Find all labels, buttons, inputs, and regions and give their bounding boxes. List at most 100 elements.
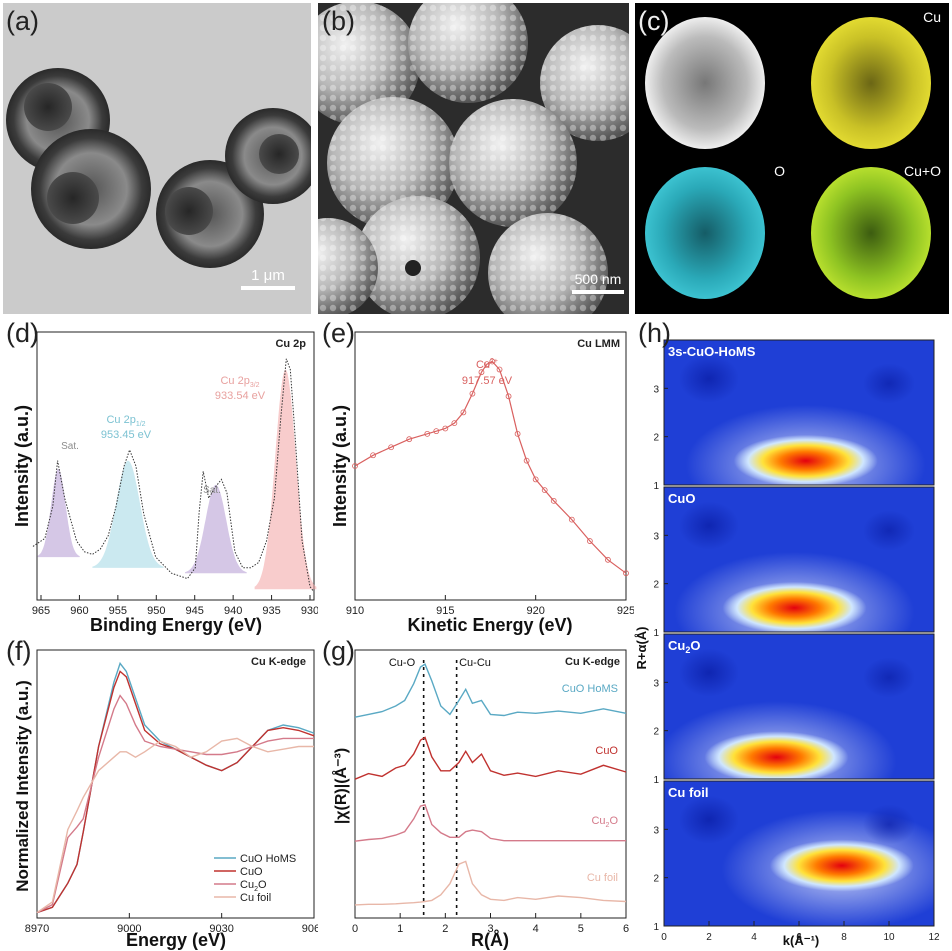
annotation-cu2p12: Cu 2p1/2 <box>106 414 145 428</box>
x-tick-label: 940 <box>224 605 242 617</box>
y-tick-label: 2 <box>653 580 659 591</box>
series-line-cuo <box>354 736 627 780</box>
x-tick-label: 960 <box>70 605 88 617</box>
xanes-series <box>36 661 315 914</box>
data-point <box>352 463 358 469</box>
series-line-cu2o <box>354 804 626 842</box>
data-point <box>550 497 557 504</box>
x-tick-label: 9000 <box>117 923 141 935</box>
map-frame <box>663 633 935 780</box>
data-point <box>568 516 575 523</box>
chart-e: 910 915 920 925 Kinetic Energy (eV) Intensi… <box>330 331 634 635</box>
x-tick-label: 920 <box>526 605 544 617</box>
series-line-cu_foil <box>36 737 314 914</box>
annotation-cu2plus: Cu2+ <box>476 358 498 371</box>
map-low-region <box>679 648 739 697</box>
eds-label-o: O <box>774 163 785 179</box>
map-title: Cu2O <box>668 638 700 655</box>
series-label-cuo: CuO <box>595 745 618 757</box>
scale-bar-label: 500 nm <box>575 271 622 287</box>
y-tick-label: 3 <box>653 531 659 542</box>
map-peak <box>769 839 914 892</box>
data-point <box>489 358 496 365</box>
sem-sphere <box>318 218 378 314</box>
x-tick-label: 2 <box>442 923 448 935</box>
x-tick-label: 965 <box>32 605 50 617</box>
corner-label: Cu K-edge <box>565 656 620 668</box>
data-point <box>514 430 521 437</box>
map-frame <box>663 339 935 486</box>
panel-label-b: (b) <box>322 6 355 36</box>
corner-label: Cu LMM <box>577 338 620 350</box>
eds-panel: Cu O Cu+O <box>635 3 949 314</box>
series-line-cu2o <box>36 694 314 914</box>
y-tick-label: 3 <box>653 678 659 689</box>
x-tick-label: 3 <box>487 923 493 935</box>
annotation-cu-o: Cu-O <box>389 657 416 669</box>
map-low-region <box>863 804 915 845</box>
scale-bar-label: 1 μm <box>251 267 285 284</box>
fit-satellite-2 <box>184 484 247 574</box>
y-tick-label: 2 <box>653 874 659 885</box>
plot-frame <box>36 331 315 601</box>
y-tick-label: 2 <box>653 727 659 738</box>
x-tick-label: 910 <box>346 605 364 617</box>
series-line-cu_foil <box>354 860 627 906</box>
annotation-peak-value: 917.57 eV <box>462 375 513 387</box>
y-tick-label: 3 <box>653 825 659 836</box>
auger-points <box>352 358 629 577</box>
map-peak <box>722 581 867 634</box>
x-ticks: 0 2 4 6 8 10 12 <box>661 921 940 943</box>
map-low-region <box>863 657 915 698</box>
series-line-cuo_homs <box>36 661 315 914</box>
legend-label: Cu foil <box>240 892 271 904</box>
y-tick-label: 1 <box>653 481 659 492</box>
data-point <box>469 390 476 397</box>
series-line-cuo_homs <box>354 663 627 718</box>
x-tick-label: 1 <box>397 923 403 935</box>
map-low-region <box>863 363 915 404</box>
fit-cu2p12 <box>92 460 164 568</box>
panel-label-e: (e) <box>322 318 355 348</box>
eds-map-se <box>645 17 765 149</box>
plot-frame <box>36 649 315 919</box>
data-point <box>532 476 539 483</box>
data-point <box>478 369 485 376</box>
plot-frame <box>354 331 627 601</box>
scale-bar <box>572 290 624 294</box>
x-tick-label: 9060 <box>302 923 318 935</box>
sem-sphere <box>488 213 608 314</box>
x-tick-label: 915 <box>436 605 454 617</box>
map-low-region <box>679 501 739 550</box>
y-axis-title: |χ(R)|(Å⁻³) <box>331 748 350 824</box>
map-title: CuO <box>668 491 695 506</box>
tem-image: 1 μm <box>3 3 311 314</box>
annotation-cu2p32: Cu 2p3/2 <box>220 375 259 389</box>
x-tick-label: 930 <box>301 605 318 617</box>
x-axis-title: Binding Energy (eV) <box>90 615 262 635</box>
map-low-region <box>679 795 739 844</box>
eds-label-cu: Cu <box>923 9 941 25</box>
sem-sphere <box>449 99 577 227</box>
x-tick-label: 0 <box>352 923 358 935</box>
x-axis-title: Kinetic Energy (eV) <box>407 615 572 635</box>
x-tick-label: 12 <box>928 932 940 943</box>
y-tick-label: 2 <box>653 433 659 444</box>
y-axis-title: Intensity (a.u.) <box>330 405 350 527</box>
annotation-cu2p12-value: 953.45 eV <box>101 429 152 441</box>
data-point <box>623 570 629 577</box>
y-axis-title: Intensity (a.u.) <box>12 405 32 527</box>
annotation-sat-1: Sat. <box>61 441 79 452</box>
panel-label-c: (c) <box>638 6 670 36</box>
x-tick-label: 950 <box>147 605 165 617</box>
eds-map-cuo <box>811 167 931 299</box>
tem-sphere <box>225 108 311 204</box>
wavelet-map-cuo_homs: 3s-CuO-HoMS 1 2 3 <box>653 339 935 525</box>
annotation-cu2p32-value: 933.54 eV <box>215 390 266 402</box>
data-point <box>483 361 490 368</box>
sem-sphere <box>408 3 528 103</box>
data-point <box>541 487 548 494</box>
data-point <box>496 366 503 373</box>
data-point <box>442 425 449 432</box>
